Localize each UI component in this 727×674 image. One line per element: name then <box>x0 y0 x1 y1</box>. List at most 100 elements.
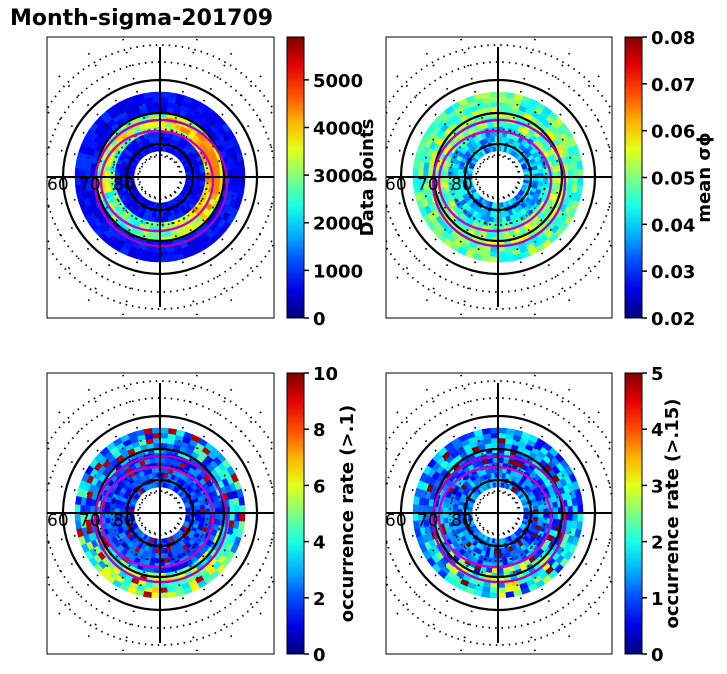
dotted-meridian <box>53 70 147 164</box>
dotted-meridian <box>164 196 199 318</box>
heatmap-cell <box>505 255 515 262</box>
latitude-label-60: 60 <box>385 511 407 531</box>
heatmap-cell <box>229 169 236 178</box>
colorbar-gradient <box>624 36 643 319</box>
heatmap-cell <box>481 591 491 598</box>
heatmap-cell <box>497 91 507 98</box>
heatmap-cell <box>567 505 574 514</box>
oval-boundary-poleward <box>437 129 553 233</box>
dotted-meridian <box>391 526 485 620</box>
heatmap-cell <box>497 592 507 599</box>
heatmap-cell <box>234 512 241 522</box>
dotted-meridian <box>53 526 147 620</box>
heatmap-cell <box>151 251 161 258</box>
heatmap-cell <box>481 255 491 262</box>
dotted-meridian <box>511 70 605 164</box>
colorbar: 0.02 0.03 0.04 0.05 0.06 0.07 0.08 mean σϕ <box>624 28 715 330</box>
heatmap-cell <box>505 591 515 598</box>
heatmap-cell <box>229 176 236 185</box>
dotted-meridian <box>386 111 482 168</box>
heatmap-cell <box>159 587 169 594</box>
heatmap-cell <box>505 92 515 99</box>
heatmap-cell <box>577 504 584 514</box>
heatmap-cell <box>159 582 168 589</box>
colorbar-tick-label: 10 <box>313 364 338 385</box>
heatmap-cell <box>143 255 153 262</box>
heatmap-cell <box>567 169 574 178</box>
heatmap-cell <box>490 442 499 449</box>
heatmap-cell <box>152 442 161 449</box>
heatmap-cell <box>572 512 579 522</box>
dotted-meridian <box>507 193 574 308</box>
heatmap-cell <box>488 552 495 559</box>
heatmap-cell <box>152 101 161 108</box>
heatmap-cell <box>497 442 506 449</box>
dotted-meridian <box>164 373 199 494</box>
heatmap-cell <box>537 516 544 523</box>
heatmap-cell <box>489 432 499 439</box>
dotted-meridian <box>511 406 605 500</box>
heatmap-cell <box>150 216 157 223</box>
colorbar-tick-label: 6 <box>313 476 326 497</box>
heatmap-cell <box>234 176 241 186</box>
heatmap-cell <box>497 96 507 103</box>
heatmap-cell <box>572 504 579 514</box>
heatmap-cell <box>167 591 177 598</box>
heatmap-cell <box>229 505 236 514</box>
heatmap-cell <box>238 496 245 506</box>
heatmap-cell <box>159 101 168 108</box>
oval-boundary-poleward <box>437 465 553 569</box>
dotted-meridian <box>422 529 489 644</box>
colorbar-label: mean σϕ <box>694 132 715 223</box>
heatmap-cell <box>159 256 169 263</box>
heatmap-cell <box>497 432 507 439</box>
colorbar-tick-label: 1 <box>651 589 664 610</box>
heatmap-cell <box>234 168 241 178</box>
dotted-meridian <box>502 37 537 158</box>
dotted-meridian <box>169 46 236 161</box>
latitude-label-70: 70 <box>417 511 439 531</box>
colorbar-label: occurrence rate (>.15) <box>662 399 683 629</box>
oval-boundary-poleward <box>99 465 215 569</box>
dotted-meridian <box>164 37 199 158</box>
heatmap-cell <box>239 504 246 514</box>
colorbar-tick-label: 4 <box>651 420 664 441</box>
dotted-meridian <box>422 193 489 308</box>
heatmap-cell <box>159 251 169 258</box>
colorbar-tick-label: 0.02 <box>651 309 695 330</box>
colorbar-tick-label: 3000 <box>313 166 363 187</box>
heatmap-cell <box>497 246 506 253</box>
colorbar-tick-label: 0.03 <box>651 262 695 283</box>
dotted-meridian <box>514 110 612 168</box>
dotted-meridian <box>422 382 489 497</box>
heatmap-cell <box>159 427 169 434</box>
heatmap-cell <box>413 496 420 506</box>
dotted-meridian <box>47 522 144 580</box>
colorbar-tick-label: 0 <box>651 645 664 666</box>
heatmap-cell <box>114 503 121 510</box>
heatmap-cell <box>151 592 161 599</box>
heatmap-cell <box>577 512 584 522</box>
latitude-label-60: 60 <box>47 511 69 531</box>
heatmap-cell <box>199 180 206 187</box>
heatmap-cell <box>497 106 506 113</box>
heatmap-cell <box>537 180 544 187</box>
dotted-meridian <box>459 532 494 654</box>
heatmap-cell <box>497 251 507 258</box>
colorbar-label: occurrence rate (>.1) <box>337 405 358 622</box>
heatmap-cell <box>413 160 420 170</box>
dotted-meridian <box>386 522 482 579</box>
dotted-meridian <box>511 526 605 620</box>
heatmap-cell <box>159 432 169 439</box>
colorbar: 0 2 4 6 8 10 occurrence rate (>.1) <box>286 364 358 666</box>
heatmap-cell <box>238 184 245 194</box>
heatmap-cell <box>490 437 499 444</box>
heatmap-cell <box>490 101 499 108</box>
dotted-meridian <box>511 190 605 284</box>
heatmap-cell <box>576 184 583 194</box>
colorbar-label: Data points <box>357 119 378 237</box>
dotted-meridian <box>507 382 574 497</box>
heatmap-cell <box>481 428 491 435</box>
heatmap-cell <box>239 176 246 186</box>
heatmap-cell <box>159 246 168 253</box>
